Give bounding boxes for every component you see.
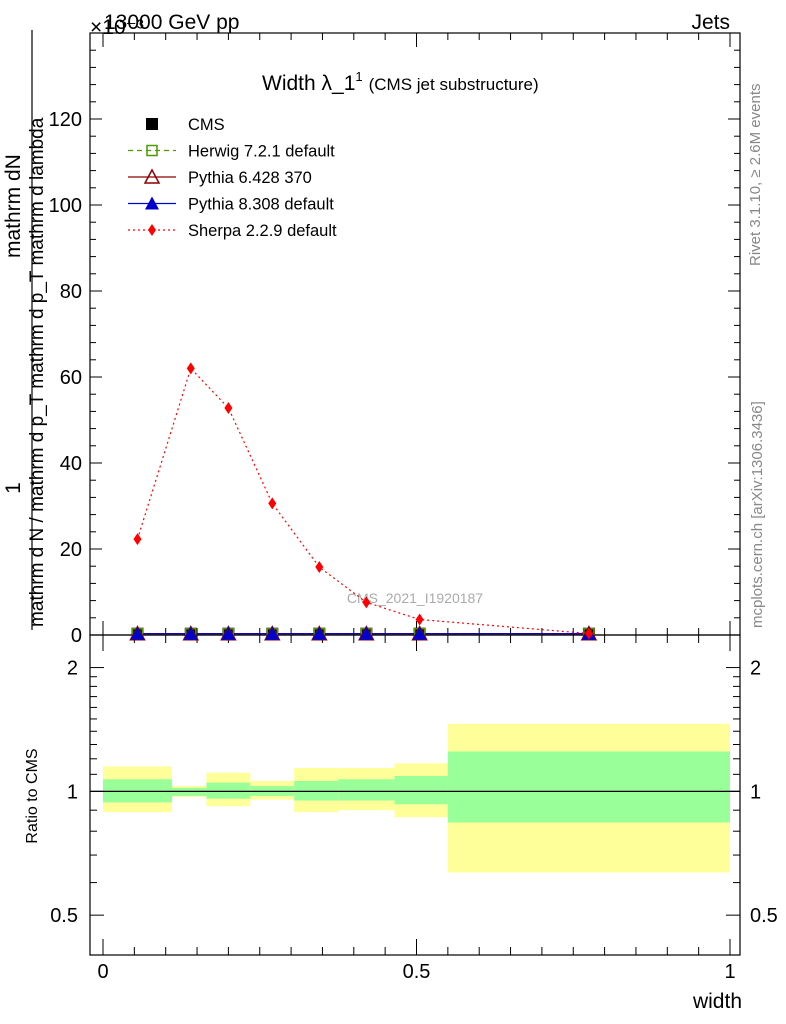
y-tick-label: 40	[60, 453, 82, 475]
energy-label: 13000 GeV pp	[104, 11, 239, 34]
series-sherpa-2-2-9-default-point	[133, 533, 142, 546]
legend: CMS Herwig 7.2.1 default Pythia 6.428 370 P…	[128, 116, 337, 240]
main-y-label-numerator-one: 1	[2, 482, 25, 494]
series-pythia-8-308-default-point	[265, 626, 280, 640]
ratio-y-tick-label: 2	[67, 658, 78, 680]
series-pythia-8-308-default-point	[183, 626, 198, 640]
x-tick-label: 0.5	[403, 961, 431, 983]
ratio-y-label: Ratio to CMS	[24, 748, 41, 843]
category-label: Jets	[691, 11, 730, 34]
legend-sherpa-2-2-9-default-marker	[148, 224, 156, 236]
series-pythia-8-308-default-point	[312, 626, 327, 640]
series-sherpa-2-2-9-default-point	[268, 497, 277, 510]
legend-herwig-7-2-1-default-marker	[146, 144, 158, 157]
ratio-inner-band	[294, 780, 339, 801]
ratio-inner-band	[338, 779, 395, 801]
main-y-label: 1 mathrm d N / mathrm d p_T mathrm d p_T…	[2, 30, 48, 630]
mcplots-label: mcplots.cern.ch [arXiv:1306.3436]	[749, 401, 766, 628]
ratio-inner-band	[394, 775, 448, 805]
series-pythia-8-308-default-point	[221, 626, 236, 640]
chart-subtitle: (CMS jet substructure)	[369, 75, 539, 94]
chart-title: Width λ_11 (CMS jet substructure)	[262, 69, 539, 95]
ratio-y-tick-label: 0.5	[50, 905, 78, 927]
series-sherpa-2-2-9-default-point	[186, 362, 195, 375]
main-y-label-bottom: mathrm d N / mathrm d p_T mathrm d p_T m…	[27, 117, 48, 627]
chart-title-main: Width λ_1	[262, 72, 355, 95]
x-axis-label: width	[692, 990, 742, 1013]
series-lines	[136, 367, 589, 635]
y-tick-label: 60	[60, 367, 82, 389]
ratio-y-tick-label-right: 2	[750, 658, 761, 680]
ratio-y-axis: 0.5 0.5 1 1 2 2	[50, 658, 778, 928]
series-sherpa-2-2-9-default-point	[315, 561, 324, 574]
series-sherpa-2-2-9-default-point	[224, 401, 233, 414]
series-sherpa-2-2-9-default-point	[415, 613, 424, 626]
x-tick-label: 1	[724, 961, 735, 983]
series-markers	[129, 362, 598, 641]
legend-pythia-8-308-default-label: Pythia 8.308 default	[188, 196, 334, 214]
main-y-axis: 0 20 40 60 80 100 120	[49, 49, 740, 647]
legend-cms-label: CMS	[188, 116, 225, 134]
legend-pythia-6-428-370-label: Pythia 6.428 370	[188, 169, 312, 187]
main-x-axis-ticks	[102, 33, 731, 635]
analysis-watermark: CMS_2021_I1920187	[347, 590, 483, 606]
legend-sherpa-2-2-9-default-label: Sherpa 2.2.9 default	[188, 222, 337, 240]
legend-herwig-7-2-1-default-label: Herwig 7.2.1 default	[188, 143, 335, 161]
x-tick-label: 0	[97, 961, 108, 983]
series-sherpa-2-2-9-default-point	[584, 627, 593, 640]
series-sherpa-2-2-9-default-point	[362, 596, 371, 609]
series-pythia-8-308-default-point	[130, 626, 145, 640]
legend-cms-marker	[146, 118, 158, 130]
ratio-bands	[103, 723, 730, 873]
legend-pythia-8-308-default-marker	[145, 196, 159, 210]
ratio-y-tick-label-right: 0.5	[750, 905, 778, 927]
ratio-inner-band	[447, 751, 730, 823]
series-pythia-8-308-default-point	[359, 626, 374, 640]
chart-title-superscript: 1	[355, 69, 362, 84]
y-tick-label: 100	[49, 195, 82, 217]
series-pythia-8-308-default-point	[412, 626, 427, 640]
y-tick-label: 120	[49, 109, 82, 131]
y-tick-label: 0	[71, 625, 82, 647]
ratio-inner-band	[206, 782, 251, 799]
y-tick-label: 80	[60, 281, 82, 303]
ratio-y-tick-label: 1	[67, 781, 78, 803]
main-y-label-top: mathrm dN	[2, 154, 25, 258]
ratio-y-tick-label-right: 1	[750, 781, 761, 803]
rivet-version-label: Rivet 3.1.10, ≥ 2.6M events	[747, 84, 764, 267]
legend-pythia-6-428-370-marker	[143, 168, 161, 184]
y-tick-label: 20	[60, 539, 82, 561]
